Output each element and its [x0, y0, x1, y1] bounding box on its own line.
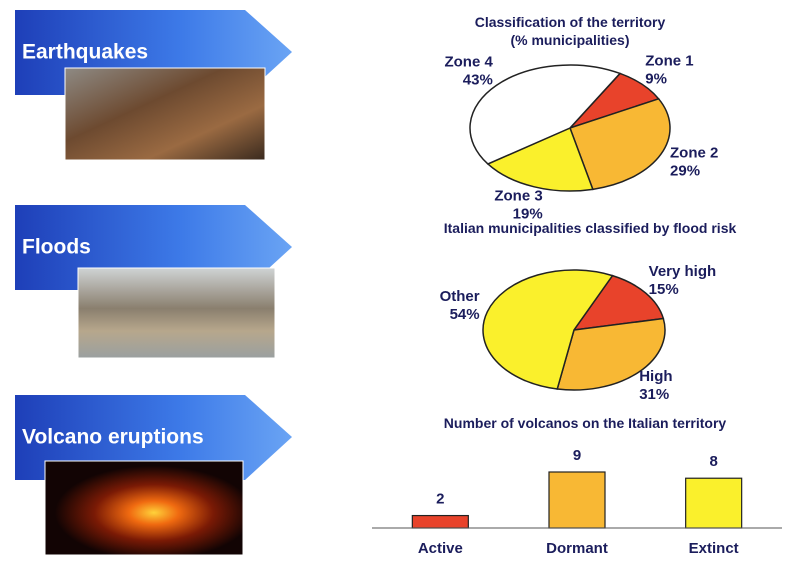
chart-subtitle: (% municipalities) [370, 32, 770, 49]
chart-title: Classification of the territory [370, 14, 770, 31]
slide: Earthquakes Floods Volcano eruptions Zone 1… [0, 0, 790, 564]
slice-value-label: 15% [649, 281, 679, 298]
x-tick-label: Extinct [689, 540, 739, 557]
chart-title: Number of volcanos on the Italian territ… [430, 415, 740, 432]
photo [78, 268, 275, 358]
slice-label: Zone 4 [444, 54, 493, 71]
photo [45, 461, 243, 555]
bar-value-label: 9 [573, 447, 581, 464]
slice-value-label: 29% [670, 163, 700, 180]
section-label: Floods [22, 236, 91, 259]
slice-value-label: 9% [645, 70, 667, 87]
section-floods [15, 205, 292, 358]
section-earthquakes [15, 10, 292, 160]
slice-label: High [639, 368, 672, 385]
slice-label: Very high [649, 263, 717, 280]
slice-label: Zone 2 [670, 145, 718, 162]
x-tick-label: Dormant [546, 540, 608, 557]
section-label: Earthquakes [22, 41, 148, 64]
bar-value-label: 2 [436, 491, 444, 508]
chart-title: Italian municipalities classified by flo… [420, 220, 760, 237]
slice-value-label: 43% [463, 72, 493, 89]
photo [65, 68, 265, 160]
slice-label: Zone 3 [494, 188, 542, 205]
slice-label: Other [440, 288, 480, 305]
section-label: Volcano eruptions [22, 426, 204, 449]
slice-value-label: 54% [450, 306, 480, 323]
slice-value-label: 31% [639, 386, 669, 403]
bar [412, 516, 468, 528]
bar-value-label: 8 [709, 453, 717, 470]
slice-label: Zone 1 [645, 52, 693, 69]
canvas: Earthquakes Floods Volcano eruptions Zone 1… [0, 0, 790, 564]
bar [549, 472, 605, 528]
section-volcano [15, 395, 292, 555]
bar [686, 478, 742, 528]
x-tick-label: Active [418, 540, 463, 557]
